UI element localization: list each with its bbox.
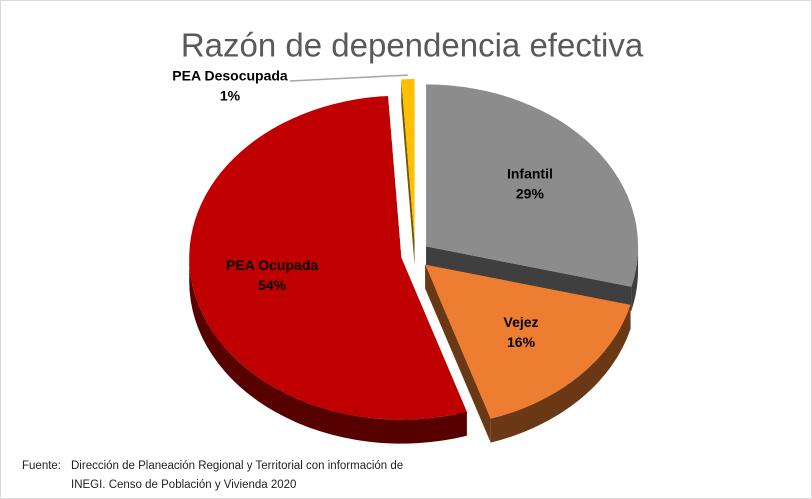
source-label: Fuente: [22, 460, 61, 472]
data-label-name: PEA Desocupada [172, 68, 288, 84]
slice-side [631, 246, 639, 311]
data-label-name: PEA Ocupada [226, 257, 318, 273]
data-label-value: 16% [507, 334, 536, 350]
slice-side [490, 304, 631, 443]
chart-title: Razón de dependencia efectiva [181, 27, 644, 64]
slice-side [189, 257, 467, 444]
data-label-value: 29% [516, 186, 545, 202]
slice-side [425, 264, 491, 443]
slice [426, 84, 639, 287]
data-label-value: 54% [258, 277, 287, 293]
slice [425, 264, 631, 419]
slice-side [426, 246, 632, 311]
leader-line [289, 74, 408, 82]
slice-side [401, 79, 415, 266]
data-label-name: Infantil [507, 166, 553, 182]
source-line: Dirección de Planeación Regional y Terri… [71, 460, 403, 472]
slice [189, 95, 467, 420]
data-label-name: Vejez [504, 314, 539, 330]
data-label-value: 1% [220, 88, 241, 104]
slice [401, 79, 415, 242]
source-line: INEGI. Censo de Población y Vivienda 202… [71, 479, 296, 491]
